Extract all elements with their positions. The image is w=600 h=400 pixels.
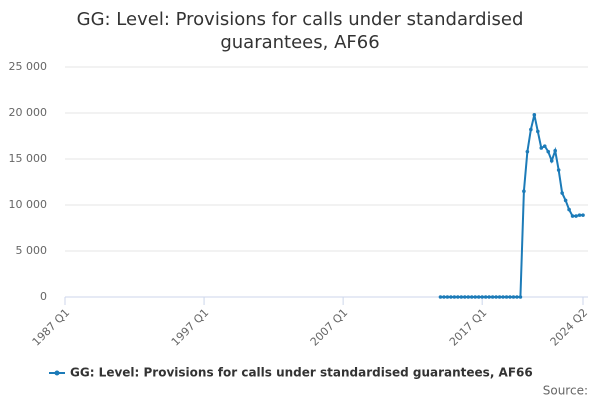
data-point	[456, 295, 460, 299]
series-line	[440, 114, 583, 298]
data-point	[459, 295, 464, 299]
data-point	[560, 191, 564, 195]
data-point	[511, 295, 516, 299]
data-point	[480, 295, 484, 299]
x-tick-label: 1987 Q1	[30, 306, 73, 349]
data-point	[581, 213, 585, 217]
y-tick-label: 15 000	[9, 152, 48, 165]
y-tick-label: 0	[40, 290, 47, 303]
data-point	[469, 295, 474, 299]
legend-label: GG: Level: Provisions for calls under st…	[70, 366, 533, 380]
data-point	[452, 295, 457, 299]
data-point	[549, 159, 554, 163]
data-point	[494, 295, 498, 299]
data-point	[563, 198, 568, 203]
legend-dot	[54, 370, 60, 376]
data-point	[449, 295, 453, 299]
data-point	[556, 168, 561, 172]
data-point	[462, 295, 467, 299]
data-point	[570, 214, 575, 218]
data-point	[487, 295, 491, 299]
data-point	[574, 214, 578, 218]
data-point	[532, 113, 537, 117]
source: Source:	[543, 384, 588, 398]
data-point	[490, 295, 495, 299]
data-point	[508, 295, 512, 299]
data-point	[546, 149, 551, 154]
data-point	[497, 295, 502, 299]
data-point	[442, 295, 446, 299]
data-point	[466, 295, 471, 299]
data-point	[577, 213, 582, 217]
x-tick-label: 2007 Q1	[308, 306, 351, 349]
data-point	[515, 295, 519, 299]
data-point	[553, 148, 557, 153]
data-point	[567, 207, 571, 212]
data-point	[438, 295, 443, 299]
y-tick-label: 5 000	[16, 244, 48, 257]
data-point	[476, 295, 481, 299]
data-point	[539, 146, 544, 150]
data-point	[473, 295, 478, 299]
data-point	[501, 295, 505, 299]
data-point	[483, 295, 488, 299]
x-tick-label: 2017 Q1	[447, 306, 490, 349]
chart-title: GG: Level: Provisions for calls under st…	[76, 9, 524, 53]
x-tick-label: 1997 Q1	[169, 306, 212, 349]
data-point	[536, 129, 540, 134]
y-tick-label: 25 000	[9, 60, 48, 73]
data-point	[529, 127, 533, 132]
data-point	[518, 295, 523, 299]
y-tick-label: 10 000	[9, 198, 48, 211]
x-tick-label: 2024 Q2	[548, 306, 591, 349]
y-tick-label: 20 000	[9, 106, 48, 119]
data-point	[542, 144, 547, 148]
data-point	[525, 149, 530, 154]
data-point	[522, 189, 526, 193]
data-point	[504, 295, 509, 299]
data-point	[445, 295, 450, 299]
